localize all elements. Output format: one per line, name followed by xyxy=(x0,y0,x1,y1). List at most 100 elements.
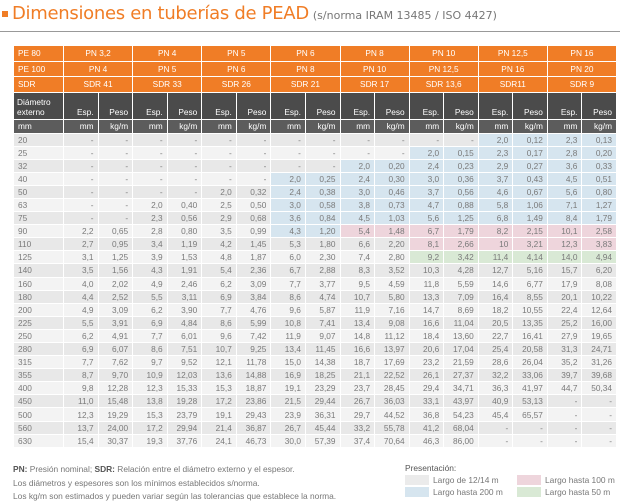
thickness-cell: 4,4 xyxy=(63,289,99,304)
sdr-abbr: SDR: xyxy=(94,464,115,474)
weight-cell: 24,71 xyxy=(581,341,617,356)
thickness-cell: 13,4 xyxy=(270,341,306,356)
legend-swatch-icon xyxy=(517,475,541,485)
thickness-cell: 11,9 xyxy=(270,328,306,343)
weight-cell: 36,31 xyxy=(304,407,341,422)
diameter-cell: 355 xyxy=(13,368,64,382)
weight-cell: 21,59 xyxy=(443,355,479,369)
thickness-cell: 17,2 xyxy=(132,420,168,435)
diameter-cell: 225 xyxy=(13,315,64,330)
weight-cell: - xyxy=(235,158,272,173)
weight-cell: 6,07 xyxy=(97,341,134,356)
legend-item: Largo hasta 100 m xyxy=(517,475,621,485)
thickness-cell: 7,1 xyxy=(546,197,583,212)
weight-cell: 5,87 xyxy=(304,302,341,317)
thickness-cell: 5,4 xyxy=(339,224,376,238)
weight-cell: 2,20 xyxy=(374,237,410,251)
legend-swatch-icon xyxy=(517,487,541,497)
thickness-cell: 3,6 xyxy=(546,158,583,173)
thickness-cell: 32,2 xyxy=(477,368,514,382)
thickness-cell: 12,3 xyxy=(132,381,168,395)
pe100-row-cell: PN 6 xyxy=(201,60,272,77)
thickness-cell: 37,4 xyxy=(339,433,376,447)
weight-header: Peso xyxy=(304,91,341,120)
thickness-cell: 12,3 xyxy=(546,237,583,251)
weight-cell: 8,08 xyxy=(581,276,617,291)
thickness-cell: 22,7 xyxy=(477,328,514,343)
thickness-cell: 25,2 xyxy=(546,315,583,330)
weight-cell: 8,69 xyxy=(443,302,479,317)
thickness-cell: - xyxy=(201,145,237,160)
pe100-row-label: PE 100 xyxy=(13,60,64,77)
weight-cell: 0,56 xyxy=(166,211,203,225)
thickness-cell: - xyxy=(477,420,514,435)
weight-cell: 13,35 xyxy=(512,315,548,330)
thickness-cell: 8,6 xyxy=(201,315,237,330)
table-row: 355 8,7 9,70 10,9 12,03 13,6 14,88 16,9 18,25 21,… xyxy=(13,368,617,382)
thickness-cell: - xyxy=(63,197,99,212)
weight-cell: 1,49 xyxy=(512,211,548,225)
weight-cell: 0,67 xyxy=(512,184,548,199)
thickness-cell: 4,5 xyxy=(546,171,583,186)
weight-cell: 7,62 xyxy=(97,355,134,369)
thickness-cell: 46,3 xyxy=(408,433,445,447)
weight-cell: - xyxy=(97,211,134,225)
weight-cell: 0,43 xyxy=(512,171,548,186)
thickness-cell: - xyxy=(63,158,99,173)
weight-cell: 3,21 xyxy=(512,237,548,251)
thickness-cell: 2,9 xyxy=(201,211,237,225)
thickness-cell: - xyxy=(63,145,99,160)
weight-cell: 2,02 xyxy=(97,276,134,291)
pe100-row-cell: PN 16 xyxy=(477,60,548,77)
unit-mm: mm xyxy=(132,118,168,134)
diameter-cell: 500 xyxy=(13,407,64,422)
pe80-row-cell: PN 4 xyxy=(132,45,203,62)
table-row: 450 11,0 15,48 13,8 19,28 17,2 23,86 21,5 29,44 2… xyxy=(13,394,617,408)
thickness-cell: 2,0 xyxy=(477,132,514,147)
legend-title: Presentación: xyxy=(405,463,457,473)
weight-cell: - xyxy=(581,407,617,422)
thickness-cell: 13,4 xyxy=(339,315,376,330)
weight-cell: 9,08 xyxy=(374,315,410,330)
weight-cell: - xyxy=(581,420,617,435)
thickness-cell: 10,7 xyxy=(201,341,237,356)
weight-cell: - xyxy=(97,132,134,147)
weight-cell: 0,88 xyxy=(443,197,479,212)
thickness-cell: - xyxy=(132,145,168,160)
weight-cell: 0,15 xyxy=(443,145,479,160)
thickness-cell: 4,3 xyxy=(270,224,306,238)
weight-cell: 11,12 xyxy=(374,328,410,343)
weight-cell: 4,94 xyxy=(581,250,617,264)
sdr-row-cell: SDR 9 xyxy=(546,76,618,93)
thickness-cell: 5,6 xyxy=(408,211,445,225)
weight-cell: 54,23 xyxy=(443,407,479,422)
thickness-cell: 3,8 xyxy=(339,197,376,212)
thickness-cell: 3,5 xyxy=(201,224,237,238)
thickness-cell: 19,3 xyxy=(132,433,168,447)
pe100-row-cell: PN 10 xyxy=(339,60,410,77)
pn-abbr: PN: xyxy=(13,464,28,474)
weight-cell: 3,11 xyxy=(166,289,203,304)
weight-cell: 16,00 xyxy=(581,315,617,330)
weight-cell: 2,52 xyxy=(97,289,134,304)
column-header-row: Diámetro externo Esp. Peso Esp. Peso Esp. Peso… xyxy=(13,91,617,120)
units-row: mm mm kg/m mm kg/m mm kg/m mm kg/m mm kg/m mm kg/m mm… xyxy=(13,118,617,134)
weight-cell: 27,37 xyxy=(443,368,479,382)
table-row: 125 3,1 1,25 3,9 1,53 4,8 1,87 6,0 2,30 7,4 2,80 9,… xyxy=(13,250,617,264)
thickness-cell: 3,0 xyxy=(339,184,376,199)
weight-cell: 37,76 xyxy=(166,433,203,447)
weight-cell: 7,42 xyxy=(235,328,272,343)
thickness-cell: 14,8 xyxy=(339,328,376,343)
weight-cell: 13,97 xyxy=(374,341,410,356)
weight-header: Peso xyxy=(443,91,479,120)
diameter-cell: 125 xyxy=(13,250,64,264)
weight-cell: 20,58 xyxy=(512,341,548,356)
thickness-cell: 26,7 xyxy=(270,420,306,435)
thickness-cell: 5,3 xyxy=(270,237,306,251)
pe80-row-cell: PN 5 xyxy=(201,45,272,62)
thickness-cell: 26,7 xyxy=(339,394,376,408)
thickness-cell: 8,3 xyxy=(339,263,376,278)
weight-cell: 28,45 xyxy=(374,381,410,395)
diameter-cell: 200 xyxy=(13,302,64,317)
weight-cell: 15,48 xyxy=(97,394,134,408)
